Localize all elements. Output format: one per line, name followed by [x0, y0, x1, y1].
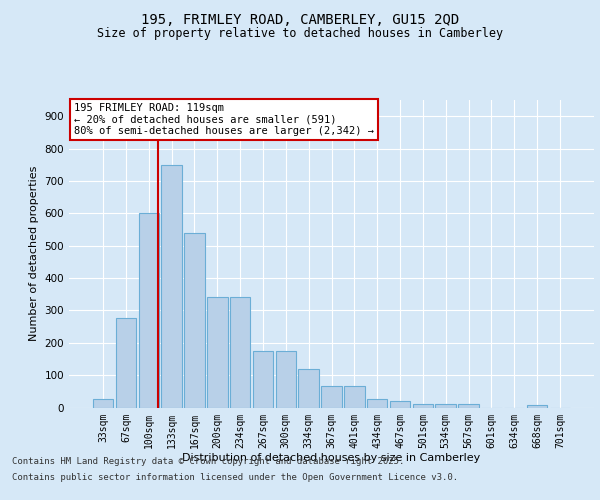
Bar [161, 164, 182, 408]
Bar [344, 386, 365, 407]
Bar [413, 404, 433, 407]
Bar [527, 405, 547, 407]
Bar [230, 298, 250, 408]
Text: 195, FRIMLEY ROAD, CAMBERLEY, GU15 2QD: 195, FRIMLEY ROAD, CAMBERLEY, GU15 2QD [141, 12, 459, 26]
Bar [139, 214, 159, 408]
Bar [207, 298, 227, 408]
Bar [321, 386, 342, 407]
Bar [275, 351, 296, 408]
Bar [116, 318, 136, 408]
Text: Contains public sector information licensed under the Open Government Licence v3: Contains public sector information licen… [12, 472, 458, 482]
Text: Size of property relative to detached houses in Camberley: Size of property relative to detached ho… [97, 28, 503, 40]
Bar [367, 400, 388, 407]
Bar [390, 401, 410, 407]
Bar [298, 368, 319, 408]
Text: Contains HM Land Registry data © Crown copyright and database right 2025.: Contains HM Land Registry data © Crown c… [12, 458, 404, 466]
Bar [93, 400, 113, 407]
Y-axis label: Number of detached properties: Number of detached properties [29, 166, 39, 342]
Bar [436, 404, 456, 407]
Text: 195 FRIMLEY ROAD: 119sqm
← 20% of detached houses are smaller (591)
80% of semi-: 195 FRIMLEY ROAD: 119sqm ← 20% of detach… [74, 103, 374, 136]
Bar [253, 351, 273, 408]
Bar [458, 404, 479, 407]
Bar [184, 232, 205, 408]
X-axis label: Distribution of detached houses by size in Camberley: Distribution of detached houses by size … [182, 453, 481, 463]
